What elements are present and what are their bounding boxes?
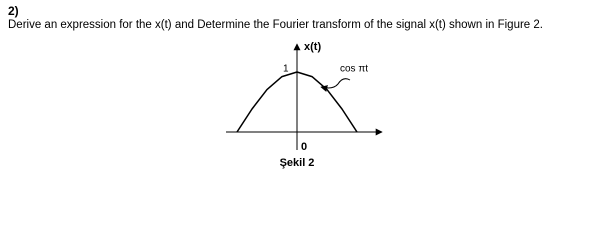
question-text: Derive an expression for the x(t) and De… [8,19,543,31]
cosine-pulse [236,71,358,133]
origin-label: 0 [301,141,307,153]
figure: x(t) 1 cos πt 0 Şekil 2 [226,41,383,169]
curve-pointer [320,78,351,92]
question-number: 2) [8,4,19,18]
page: 2) Derive an expression for the x(t) and… [8,4,543,169]
curve-label: cos πt [340,64,368,75]
peak-label: 1 [283,64,289,75]
caption: Şekil 2 [280,157,315,169]
y-label: x(t) [304,41,321,53]
